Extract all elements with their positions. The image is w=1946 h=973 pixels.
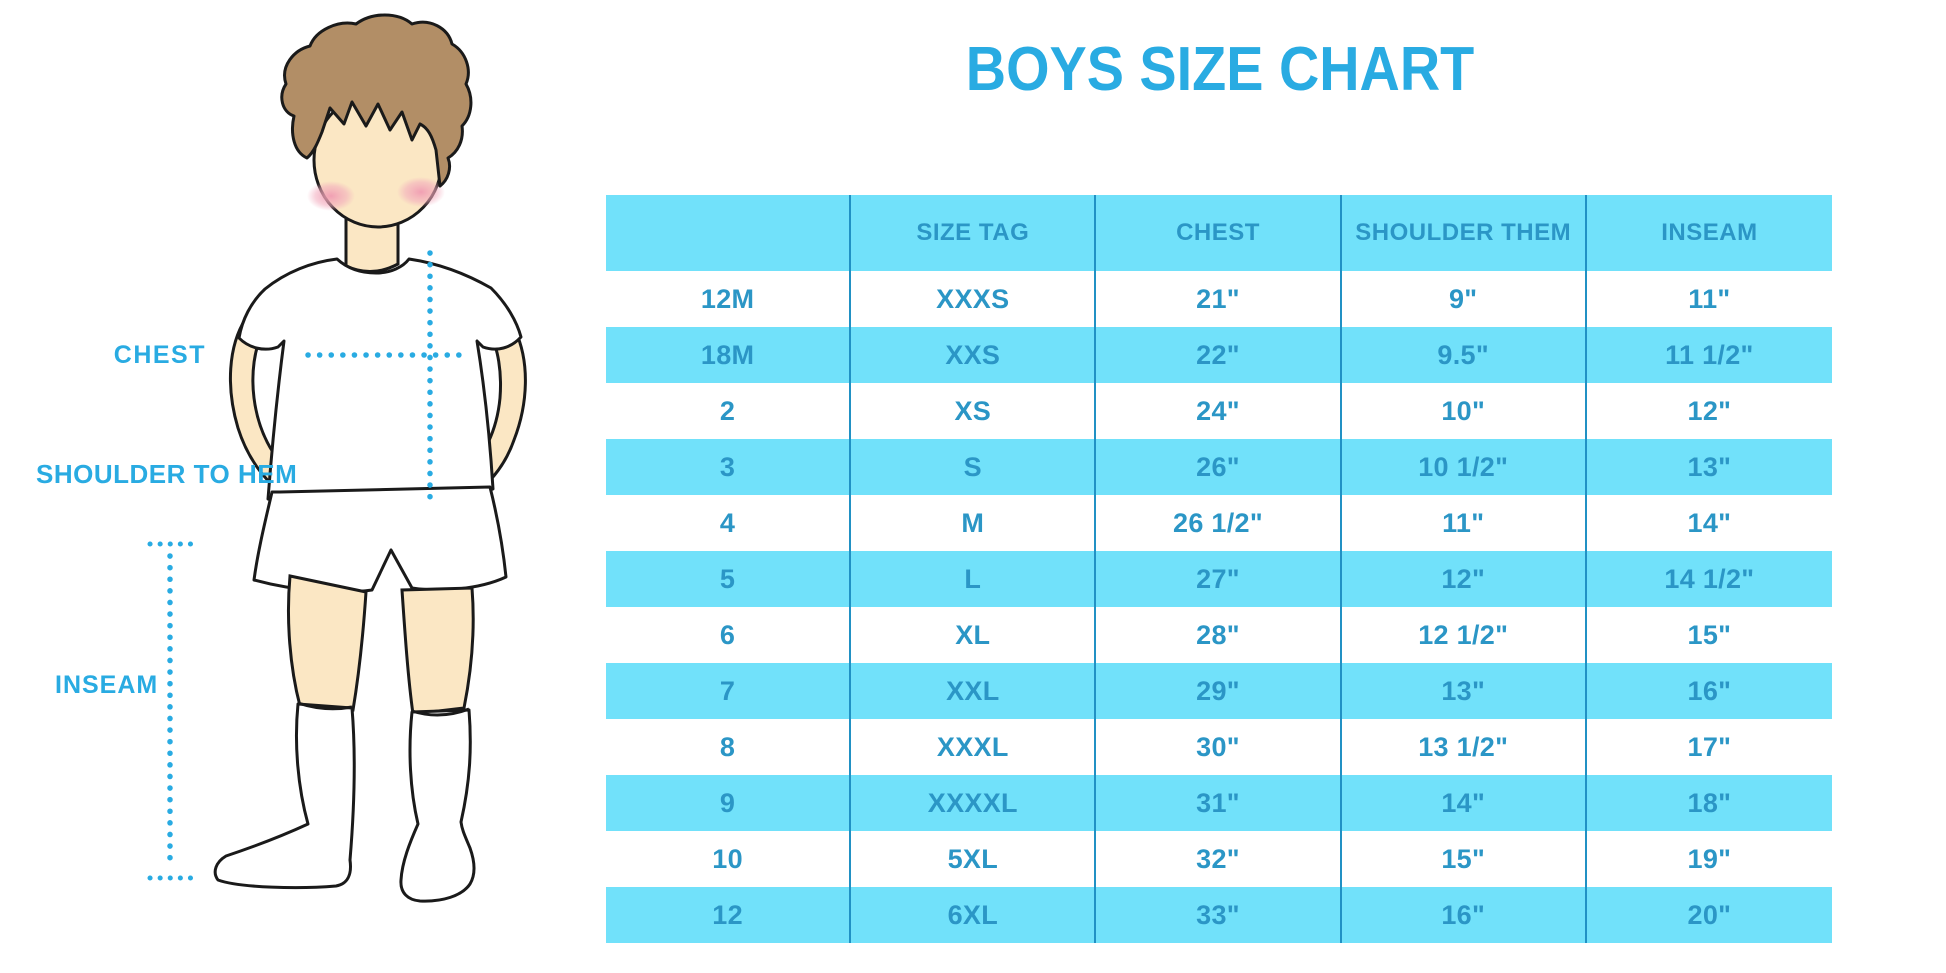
table-row: 5 L 27" 12" 14 1/2" bbox=[606, 551, 1832, 607]
size-table-body: 12M XXXS 21" 9" 11" 18M XXS 22" 9.5" 11 … bbox=[606, 271, 1832, 943]
table-cell-shoulder-them: 9.5" bbox=[1342, 327, 1587, 383]
table-cell-inseam: 17" bbox=[1687, 731, 1732, 762]
table-row: 10 5XL 32" 15" 19" bbox=[606, 831, 1832, 887]
table-cell-size: 3 bbox=[606, 439, 852, 495]
table-cell-chest: 22" bbox=[1096, 327, 1342, 383]
table-cell-inseam: 14 1/2" bbox=[1664, 563, 1755, 594]
table-cell-size-tag: XS bbox=[851, 383, 1097, 439]
left-blush bbox=[307, 181, 355, 211]
table-cell-inseam: 20" bbox=[1687, 899, 1732, 930]
tshirt-shape bbox=[237, 257, 523, 510]
table-cell-chest: 30" bbox=[1096, 719, 1342, 775]
table-cell-shoulder-them: 12 1/2" bbox=[1342, 607, 1587, 663]
table-cell-shoulder-them: 13" bbox=[1342, 663, 1587, 719]
header-cell-inseam: INSEAM bbox=[1661, 219, 1758, 246]
inseam-label: INSEAM bbox=[55, 671, 159, 699]
table-cell-chest: 27" bbox=[1096, 551, 1342, 607]
table-row: 6 XL 28" 12 1/2" 15" bbox=[606, 607, 1832, 663]
table-cell-inseam: 14" bbox=[1687, 507, 1732, 538]
table-cell-chest: 24" bbox=[1096, 383, 1342, 439]
table-cell-size: 5 bbox=[606, 551, 852, 607]
table-cell-size-tag: 6XL bbox=[851, 887, 1097, 943]
table-row: 18M XXS 22" 9.5" 11 1/2" bbox=[606, 327, 1832, 383]
table-row: 4 M 26 1/2" 11" 14" bbox=[606, 495, 1832, 551]
table-cell-size: 2 bbox=[606, 383, 852, 439]
table-cell-inseam: 18" bbox=[1687, 787, 1732, 818]
header-cell-shoulder-them: SHOULDER THEM bbox=[1342, 195, 1587, 271]
table-cell-size: 9 bbox=[606, 775, 852, 831]
table-cell-inseam: 11 1/2" bbox=[1665, 339, 1754, 370]
table-cell-shoulder-them: 14" bbox=[1342, 775, 1587, 831]
hair-shape bbox=[280, 13, 473, 188]
table-cell-size-tag: XXL bbox=[851, 663, 1097, 719]
chest-label: CHEST bbox=[113, 341, 206, 369]
left-sock-top-edge bbox=[297, 701, 353, 711]
right-sock-top-edge bbox=[411, 707, 470, 717]
table-cell-size-tag: L bbox=[851, 551, 1097, 607]
table-row: 12M XXXS 21" 9" 11" bbox=[606, 271, 1832, 327]
header-cell-chest: CHEST bbox=[1096, 195, 1342, 271]
page-title: BOYS SIZE CHART bbox=[965, 35, 1475, 104]
shorts-shape bbox=[252, 485, 508, 594]
table-header-row: SIZE TAG CHEST SHOULDER THEM INSEAM bbox=[606, 195, 1832, 271]
table-cell-shoulder-them: 10" bbox=[1342, 383, 1587, 439]
header-cell-size bbox=[606, 195, 852, 271]
table-cell-shoulder-them: 9" bbox=[1342, 271, 1587, 327]
table-row: 12 6XL 33" 16" 20" bbox=[606, 887, 1832, 943]
table-cell-shoulder-them: 15" bbox=[1342, 831, 1587, 887]
right-leg-shape bbox=[400, 586, 475, 716]
table-cell-inseam: 13" bbox=[1687, 451, 1732, 482]
table-row: 8 XXXL 30" 13 1/2" 17" bbox=[606, 719, 1832, 775]
table-cell-size: 6 bbox=[606, 607, 852, 663]
table-cell-shoulder-them: 10 1/2" bbox=[1342, 439, 1587, 495]
table-cell-shoulder-them: 16" bbox=[1342, 887, 1587, 943]
table-row: 7 XXL 29" 13" 16" bbox=[606, 663, 1832, 719]
table-cell-size: 7 bbox=[606, 663, 852, 719]
shoulder-to-hem-label: SHOULDER TO HEM bbox=[36, 459, 298, 489]
table-cell-chest: 32" bbox=[1096, 831, 1342, 887]
table-cell-chest: 26" bbox=[1096, 439, 1342, 495]
table-cell-size: 18M bbox=[606, 327, 852, 383]
table-cell-inseam: 16" bbox=[1687, 675, 1732, 706]
right-sock-shape bbox=[399, 708, 476, 903]
table-cell-size-tag: XXXXL bbox=[851, 775, 1097, 831]
right-blush bbox=[397, 177, 445, 207]
table-cell-shoulder-them: 11" bbox=[1342, 495, 1587, 551]
table-cell-chest: 33" bbox=[1096, 887, 1342, 943]
table-cell-chest: 29" bbox=[1096, 663, 1342, 719]
table-cell-shoulder-them: 13 1/2" bbox=[1342, 719, 1587, 775]
table-cell-shoulder-them: 12" bbox=[1342, 551, 1587, 607]
table-cell-chest: 28" bbox=[1096, 607, 1342, 663]
table-cell-size: 10 bbox=[606, 831, 852, 887]
table-cell-size-tag: 5XL bbox=[851, 831, 1097, 887]
table-cell-size: 8 bbox=[606, 719, 852, 775]
table-cell-inseam: 15" bbox=[1687, 619, 1732, 650]
table-row: 9 XXXXL 31" 14" 18" bbox=[606, 775, 1832, 831]
table-cell-inseam: 12" bbox=[1687, 395, 1732, 426]
table-cell-size: 12 bbox=[606, 887, 852, 943]
left-sock-shape bbox=[213, 702, 356, 890]
header-cell-size-tag: SIZE TAG bbox=[851, 195, 1097, 271]
table-row: 2 XS 24" 10" 12" bbox=[606, 383, 1832, 439]
table-cell-size-tag: XXS bbox=[851, 327, 1097, 383]
table-cell-size-tag: M bbox=[851, 495, 1097, 551]
size-table: SIZE TAG CHEST SHOULDER THEM INSEAM 12M … bbox=[606, 195, 1832, 943]
table-cell-chest: 31" bbox=[1096, 775, 1342, 831]
table-cell-size-tag: XL bbox=[851, 607, 1097, 663]
left-leg-shape bbox=[286, 574, 368, 712]
table-cell-chest: 26 1/2" bbox=[1096, 495, 1342, 551]
table-cell-size-tag: XXXL bbox=[851, 719, 1097, 775]
table-cell-size-tag: S bbox=[851, 439, 1097, 495]
table-cell-chest: 21" bbox=[1096, 271, 1342, 327]
table-cell-inseam: 19" bbox=[1687, 843, 1732, 874]
table-row: 3 S 26" 10 1/2" 13" bbox=[606, 439, 1832, 495]
table-cell-inseam: 11" bbox=[1688, 283, 1731, 314]
table-cell-size: 12M bbox=[606, 271, 852, 327]
table-cell-size: 4 bbox=[606, 495, 852, 551]
table-cell-size-tag: XXXS bbox=[851, 271, 1097, 327]
